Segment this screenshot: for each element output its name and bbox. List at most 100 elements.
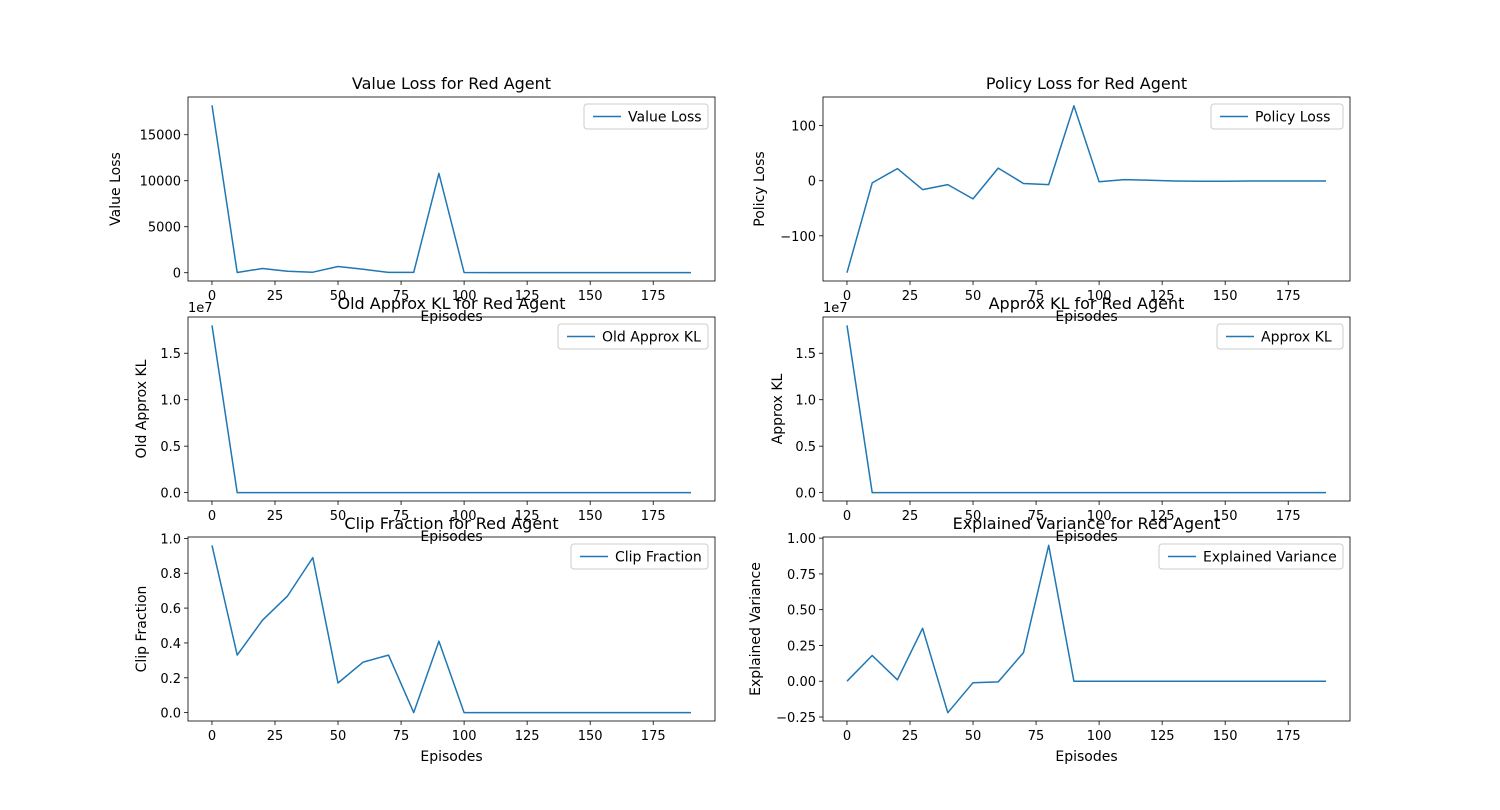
x-tick-label: 75 <box>1028 509 1045 524</box>
y-axis-label: Explained Variance <box>748 562 764 696</box>
legend-box <box>583 103 709 130</box>
series-line <box>846 325 1326 494</box>
x-tick-label: 150 <box>578 289 603 304</box>
y-tick-label: 100 <box>791 120 816 135</box>
y-tick-label: 1.0 <box>795 394 816 409</box>
x-tick-label: 175 <box>1276 289 1301 304</box>
x-tick-label: 175 <box>641 729 666 744</box>
x-tick-label: 25 <box>902 509 919 524</box>
x-tick-label: 100 <box>452 289 477 304</box>
series-line <box>846 105 1326 273</box>
y-tick-label: 0 <box>808 175 816 190</box>
x-tick-label: 150 <box>578 509 603 524</box>
x-tick-label: 125 <box>515 509 540 524</box>
y-tick-label: 1.0 <box>160 394 181 409</box>
legend: Approx KL <box>1216 323 1344 350</box>
y-tick-label: 0.0 <box>160 487 181 502</box>
x-tick-label: 100 <box>452 509 477 524</box>
chart-title: Policy Loss for Red Agent <box>986 74 1187 93</box>
subplot-3: 0 25 50 75 100 125 150 1750.00.51.01.51e7Episod… <box>134 294 716 545</box>
chart-title: Old Approx KL for Red Agent <box>337 294 565 313</box>
legend: Clip Fraction <box>570 543 709 570</box>
x-tick-label: 0 <box>843 509 851 524</box>
chart-title: Approx KL for Red Agent <box>989 294 1185 313</box>
legend: Old Approx KL <box>557 323 709 350</box>
x-tick-label: 100 <box>1087 289 1112 304</box>
x-tick-label: 125 <box>515 289 540 304</box>
x-tick-label: 50 <box>965 729 982 744</box>
series-line <box>211 105 691 274</box>
x-tick-label: 100 <box>452 729 477 744</box>
y-tick-label: 1.5 <box>795 347 816 362</box>
y-tick-label: 0.00 <box>787 675 816 690</box>
y-tick-label: 1.0 <box>160 532 181 547</box>
y-tick-label: −0.25 <box>776 711 816 726</box>
y-tick-label: 0.0 <box>795 487 816 502</box>
y-tick-label: 0.5 <box>795 440 816 455</box>
plot-frame <box>187 96 716 282</box>
axis-offset-label: 1e7 <box>823 301 848 316</box>
x-axis-label: Episodes <box>420 749 482 765</box>
legend-label: Old Approx KL <box>602 330 701 346</box>
y-axis-label: Policy Loss <box>752 151 768 226</box>
y-tick-label: 0.4 <box>160 637 181 652</box>
legend-box <box>1216 323 1344 350</box>
plot-frame <box>187 536 716 722</box>
subplot-1: 0 25 50 75 100 125 150 175050001000015000Episod… <box>108 74 716 325</box>
plot-frame <box>187 316 716 502</box>
x-tick-label: 25 <box>902 289 919 304</box>
x-tick-label: 175 <box>1276 509 1301 524</box>
chart-title: Clip Fraction for Red Agent <box>344 514 558 533</box>
x-tick-label: 125 <box>1150 729 1175 744</box>
y-tick-label: 0.75 <box>787 568 816 583</box>
x-tick-label: 25 <box>267 289 284 304</box>
x-tick-label: 0 <box>208 289 216 304</box>
x-tick-label: 75 <box>1028 289 1045 304</box>
plot-frame <box>822 536 1351 722</box>
y-tick-label: 1.5 <box>160 347 181 362</box>
chart-title: Value Loss for Red Agent <box>352 74 551 93</box>
subplot-6: 0 25 50 75 100 125 150 175 −0.25 0.00 0.25 0.50 0.75… <box>748 514 1351 765</box>
x-tick-label: 50 <box>330 509 347 524</box>
legend-box <box>1158 543 1344 570</box>
legend-label: Clip Fraction <box>615 550 702 566</box>
x-tick-label: 0 <box>208 509 216 524</box>
x-tick-label: 150 <box>1213 289 1238 304</box>
legend-box <box>570 543 709 570</box>
y-tick-label: 10000 <box>140 175 181 190</box>
x-tick-label: 175 <box>641 289 666 304</box>
subplot-2: 0 25 50 75 100 125 150 175−1000100EpisodesPolic… <box>752 74 1351 325</box>
y-tick-label: 0.2 <box>160 672 181 687</box>
x-tick-label: 75 <box>1028 729 1045 744</box>
x-tick-label: 50 <box>330 729 347 744</box>
x-tick-label: 25 <box>267 729 284 744</box>
x-tick-label: 150 <box>578 729 603 744</box>
y-tick-label: 0.50 <box>787 604 816 619</box>
axis-offset-label: 1e7 <box>188 301 213 316</box>
x-tick-label: 100 <box>1087 509 1112 524</box>
chart-title: Explained Variance for Red Agent <box>953 514 1221 533</box>
legend-label: Policy Loss <box>1255 110 1330 126</box>
x-tick-label: 125 <box>1150 289 1175 304</box>
subplot-5: 0 25 50 75 100 125 150 175 0.0 0.2 0.4 0.6 0.8 1.0 Epi… <box>134 514 716 765</box>
x-tick-label: 50 <box>330 289 347 304</box>
legend-box <box>1210 103 1344 130</box>
x-tick-label: 75 <box>393 289 410 304</box>
y-tick-label: 0.8 <box>160 567 181 582</box>
plot-frame <box>822 316 1351 502</box>
x-tick-label: 0 <box>843 289 851 304</box>
x-tick-label: 0 <box>843 729 851 744</box>
x-axis-label: Episodes <box>1055 749 1117 765</box>
series-line <box>211 325 691 494</box>
y-tick-label: 1.00 <box>787 532 816 547</box>
legend-label: Value Loss <box>628 110 702 126</box>
y-axis-label: Clip Fraction <box>134 586 150 673</box>
x-tick-label: 25 <box>902 729 919 744</box>
y-tick-label: 0.0 <box>160 707 181 722</box>
plot-frame <box>822 96 1351 282</box>
y-axis-label: Value Loss <box>108 152 124 226</box>
y-tick-label: 5000 <box>148 221 181 236</box>
x-tick-label: 150 <box>1213 729 1238 744</box>
legend-box <box>557 323 709 350</box>
y-tick-label: 0.25 <box>787 639 816 654</box>
